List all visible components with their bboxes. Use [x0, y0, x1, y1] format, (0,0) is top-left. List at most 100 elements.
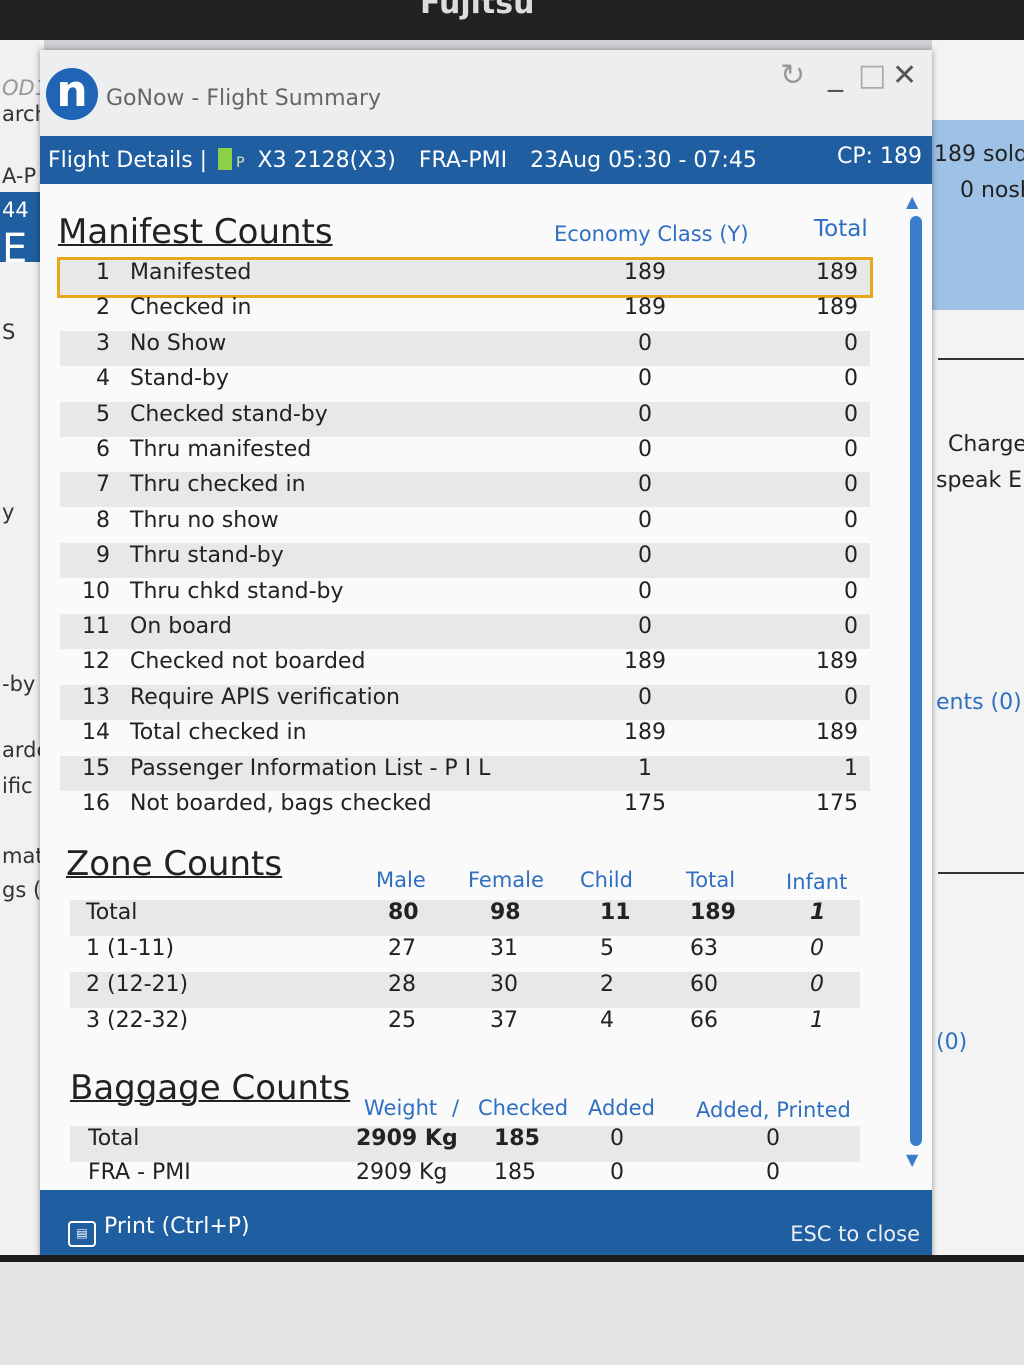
- row-number: 10: [82, 578, 110, 604]
- bg-fragment: OD1: [2, 76, 44, 100]
- baggage-checked-value: 185: [494, 1160, 536, 1185]
- manifest-row: 6 Thru manifested 0 0: [60, 437, 870, 472]
- vertical-scrollbar[interactable]: ▲ ▼: [904, 192, 928, 1188]
- zone-total-value: 66: [690, 1008, 718, 1033]
- background-app-left: OD1 arch A-P 44 E S y -by arde ific mat …: [0, 40, 44, 1255]
- bg-fragment: E: [2, 226, 28, 272]
- baggage-counts-title: Baggage Counts: [70, 1068, 351, 1108]
- manifest-row: 9 Thru stand-by 0 0: [60, 543, 870, 579]
- bezel-strip: [0, 1255, 1024, 1265]
- bg-fragment: -by: [2, 672, 36, 696]
- scroll-down-icon[interactable]: ▼: [906, 1150, 919, 1169]
- zone-child-value: 2: [600, 972, 614, 997]
- total-value: 1: [844, 755, 858, 781]
- window-titlebar: n GoNow - Flight Summary ↻ _ □ ✕: [40, 50, 932, 136]
- total-value: 189: [816, 720, 858, 746]
- maximize-button[interactable]: □: [858, 58, 887, 93]
- baggage-weight-value: 2909 Kg: [356, 1160, 448, 1185]
- gonow-logo: n: [46, 68, 98, 120]
- bg-fragment: arch: [2, 102, 44, 126]
- row-number: 3: [96, 330, 110, 356]
- flight-summary-window: n GoNow - Flight Summary ↻ _ □ ✕ Flight …: [40, 50, 932, 1265]
- economy-value: 0: [638, 472, 652, 498]
- economy-value: 175: [624, 791, 666, 816]
- zone-row: 3 (22-32) 25 37 4 66 1: [70, 1008, 860, 1044]
- row-label: Not boarded, bags checked: [130, 791, 432, 816]
- total-value: 0: [844, 684, 858, 710]
- economy-value: 0: [638, 330, 652, 356]
- baggage-label-value: Total: [88, 1126, 140, 1151]
- economy-value: 189: [624, 295, 666, 321]
- flight-number: X3 2128(X3): [257, 148, 396, 173]
- printer-icon: ▤: [68, 1221, 96, 1247]
- row-number: 16: [82, 791, 110, 816]
- flight-icon-text: P: [236, 155, 245, 171]
- flight-schedule: 23Aug 05:30 - 07:45: [530, 148, 757, 173]
- cp-count: CP: 189: [836, 144, 922, 169]
- manifest-row: 2 Checked in 189 189: [60, 295, 870, 330]
- economy-value: 0: [638, 614, 652, 639]
- zone-female-value: 30: [490, 972, 518, 997]
- row-number: 9: [96, 543, 110, 569]
- row-number: 15: [82, 755, 110, 781]
- added-header: Added: [588, 1096, 655, 1120]
- flight-status-icon: [218, 148, 233, 170]
- female-header: Female: [468, 868, 544, 892]
- scroll-thumb[interactable]: [910, 216, 922, 1146]
- zone-label-value: 1 (1-11): [86, 936, 175, 961]
- row-number: 1: [96, 260, 110, 285]
- bg-fragment: (0): [936, 1030, 968, 1055]
- male-header: Male: [376, 868, 426, 892]
- scroll-up-icon[interactable]: ▲: [906, 192, 919, 211]
- minimize-button[interactable]: _: [828, 58, 843, 93]
- economy-class-header: Economy Class (Y): [554, 222, 749, 246]
- economy-value: 189: [624, 720, 666, 746]
- bg-fragment: 189 sold: [934, 142, 1024, 167]
- print-label: Print (Ctrl+P): [104, 1214, 250, 1239]
- row-number: 6: [96, 437, 110, 462]
- zone-row: 2 (12-21) 28 30 2 60 0: [70, 972, 860, 1008]
- monitor-brand: Fujitsu: [420, 0, 535, 21]
- economy-value: 0: [638, 401, 652, 427]
- zone-female-value: 31: [490, 936, 518, 961]
- manifest-row: 10 Thru chkd stand-by 0 0: [60, 579, 870, 614]
- bg-divider: [938, 872, 1024, 874]
- zone-male-value: 25: [388, 1008, 416, 1033]
- manifest-row: 8 Thru no show 0 0: [60, 508, 870, 543]
- zone-infant-value: 0: [810, 972, 824, 997]
- zone-counts-title: Zone Counts: [66, 844, 283, 884]
- monitor-bottom-bezel: [0, 1262, 1024, 1365]
- flight-details-label: Flight Details |: [48, 148, 208, 173]
- baggage-added-printed-value: 0: [766, 1126, 780, 1151]
- bg-fragment: arde: [2, 738, 44, 762]
- bg-fragment: Charge: [948, 432, 1024, 457]
- economy-value: 0: [638, 366, 652, 392]
- zone-child-value: 5: [600, 936, 614, 961]
- total-value: 0: [844, 330, 858, 356]
- row-number: 14: [82, 720, 110, 746]
- baggage-label-value: FRA - PMI: [88, 1160, 191, 1185]
- bg-divider: [938, 358, 1024, 360]
- zone-male-value: 28: [388, 972, 416, 997]
- bg-fragment: ents (0): [936, 690, 1022, 715]
- row-label: Require APIS verification: [130, 684, 400, 710]
- row-label: No Show: [130, 330, 227, 356]
- total-value: 0: [844, 366, 858, 392]
- manifest-counts-title: Manifest Counts: [58, 212, 333, 252]
- row-number: 2: [96, 295, 110, 321]
- total-value: 0: [844, 401, 858, 427]
- zone-infant-value: 1: [810, 1008, 824, 1033]
- added-printed-header: Added, Printed: [696, 1098, 851, 1122]
- bg-fragment: S: [2, 320, 16, 344]
- zone-label-value: 2 (12-21): [86, 972, 189, 997]
- refresh-icon[interactable]: ↻: [780, 58, 806, 93]
- close-button[interactable]: ✕: [892, 58, 918, 93]
- print-button[interactable]: ▤ Print (Ctrl+P): [68, 1214, 250, 1247]
- infant-header: Infant: [786, 870, 848, 894]
- row-number: 8: [96, 507, 110, 533]
- zone-total-header: Total: [686, 868, 736, 892]
- flight-details: Flight Details | P X3 2128(X3) FRA-PMI 2…: [48, 148, 757, 173]
- row-label: Checked in: [130, 295, 252, 321]
- zone-child-value: 4: [600, 1008, 614, 1033]
- weight-checked-separator: /: [452, 1096, 460, 1120]
